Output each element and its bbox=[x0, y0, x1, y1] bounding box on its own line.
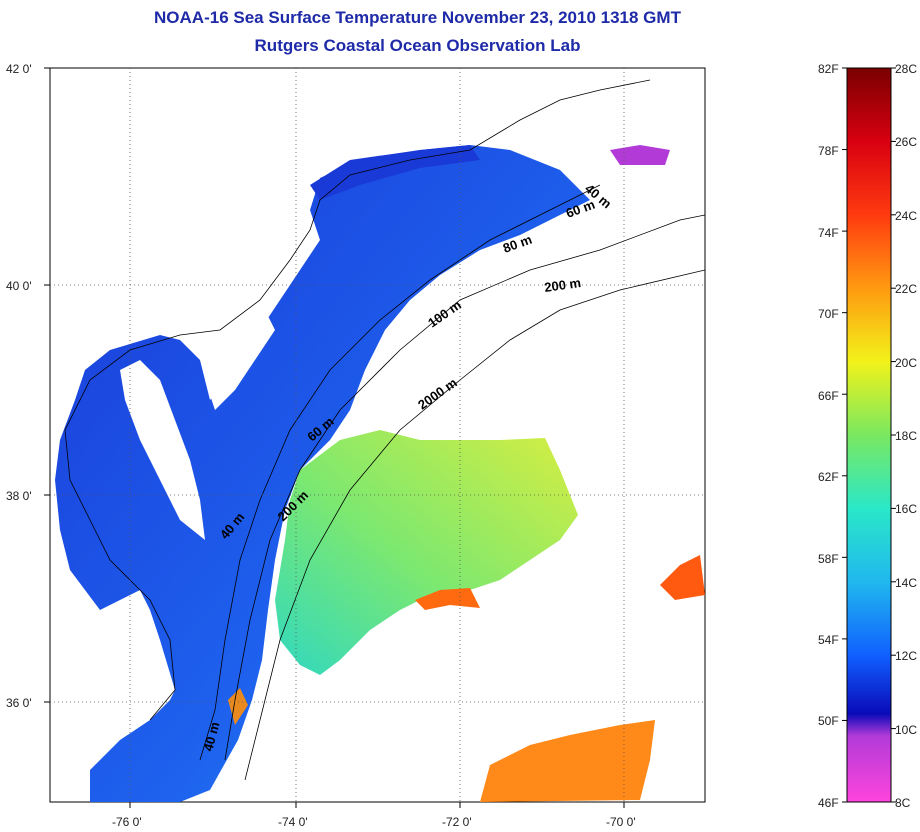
colorbar-f-label: 74F bbox=[818, 226, 839, 240]
chesapeake-land bbox=[120, 360, 205, 540]
colorbar-c-label: 24C bbox=[895, 209, 917, 223]
colorbar-c-label: 14C bbox=[895, 576, 917, 590]
contour-200m bbox=[224, 214, 705, 761]
lat-label-40: 40 0' bbox=[6, 279, 32, 293]
colorbar-c-label: 18C bbox=[895, 429, 917, 443]
colorbar-c-label: 12C bbox=[895, 649, 917, 663]
contour-label: 200 m bbox=[543, 275, 582, 295]
colorbar-f-label: 50F bbox=[818, 714, 839, 728]
offshore-water-region bbox=[275, 430, 578, 675]
lat-label-42: 42 0' bbox=[6, 62, 32, 76]
lat-label-36: 36 0' bbox=[6, 696, 32, 710]
colorbar-c-label: 8C bbox=[895, 796, 911, 810]
colorbar-c-label: 20C bbox=[895, 356, 917, 370]
colorbar-ticks bbox=[842, 67, 896, 803]
lon-label-76: -76 0' bbox=[112, 815, 142, 829]
lon-label-72: -72 0' bbox=[442, 815, 472, 829]
colorbar-c-label: 26C bbox=[895, 135, 917, 149]
contour-label: 40 m bbox=[200, 720, 222, 753]
warm-patch-south bbox=[415, 588, 480, 610]
axis-ticks bbox=[44, 67, 625, 808]
delmarva-land bbox=[205, 300, 275, 410]
colorbar-f-label: 70F bbox=[818, 307, 839, 321]
cold-patch-ne bbox=[610, 145, 670, 165]
colorbar-f-label: 78F bbox=[818, 144, 839, 158]
colorbar-f-label: 66F bbox=[818, 389, 839, 403]
colorbar bbox=[846, 67, 892, 803]
shelf-water-region bbox=[55, 145, 590, 802]
colorbar-f-label: 58F bbox=[818, 552, 839, 566]
contour-40m bbox=[199, 184, 601, 761]
lon-label-70: -70 0' bbox=[606, 815, 636, 829]
colorbar-c-label: 16C bbox=[895, 502, 917, 516]
colorbar-c-label: 28C bbox=[895, 62, 917, 76]
coastline bbox=[64, 79, 651, 721]
map-subtitle: Rutgers Coastal Ocean Observation Lab bbox=[254, 36, 581, 55]
lat-label-38: 38 0' bbox=[6, 489, 32, 503]
long-island-sound bbox=[310, 145, 480, 200]
colorbar-f-label: 54F bbox=[818, 633, 839, 647]
colorbar-f-label: 46F bbox=[818, 796, 839, 810]
colorbar-f-label: 82F bbox=[818, 62, 839, 76]
warm-patch-nc bbox=[228, 688, 248, 725]
colorbar-c-label: 10C bbox=[895, 723, 917, 737]
contour-2000m bbox=[244, 269, 705, 781]
map-title: NOAA-16 Sea Surface Temperature November… bbox=[154, 8, 681, 27]
colorbar-c-label: 22C bbox=[895, 282, 917, 296]
gulf-stream-patch bbox=[480, 720, 655, 802]
warm-patch-east bbox=[660, 555, 705, 600]
colorbar-f-label: 62F bbox=[818, 470, 839, 484]
lon-label-74: -74 0' bbox=[278, 815, 308, 829]
